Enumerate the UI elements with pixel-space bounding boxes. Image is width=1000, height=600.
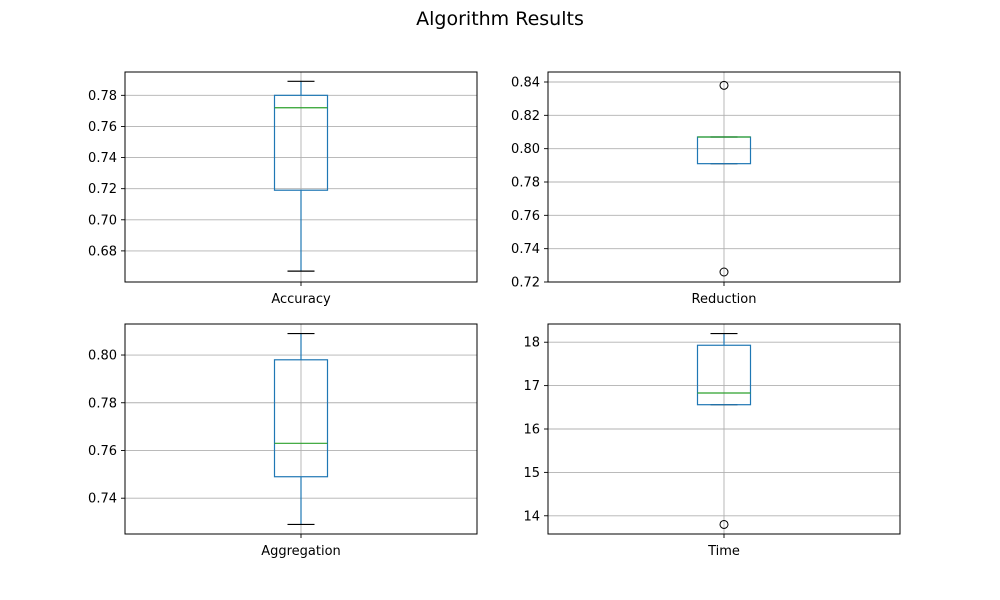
x-tick-label: Reduction xyxy=(692,292,757,307)
y-tick-label: 0.80 xyxy=(88,349,117,364)
y-tick-label: 0.84 xyxy=(511,76,540,91)
outlier-point xyxy=(719,80,729,90)
x-tick-label: Aggregation xyxy=(261,544,341,559)
x-tick-label: Time xyxy=(707,544,740,559)
subplot-accuracy: 0.68 0.70 0.72 0.74 0.76 0.78 Accuracy xyxy=(88,71,478,307)
y-tick-label: 0.72 xyxy=(88,182,117,197)
figure-title: Algorithm Results xyxy=(416,8,584,30)
y-tick-label: 0.72 xyxy=(511,276,540,291)
y-tick-label: 0.78 xyxy=(88,89,117,104)
y-tick-label: 16 xyxy=(523,423,540,438)
iqr-box xyxy=(273,359,329,478)
y-tick-label: 0.68 xyxy=(88,244,117,259)
subplot-time: 14 15 16 17 18 Time xyxy=(523,323,901,559)
y-tick-label: 0.74 xyxy=(511,242,540,257)
y-tick-label: 0.74 xyxy=(88,492,117,507)
x-tick-label: Accuracy xyxy=(271,292,331,307)
iqr-box xyxy=(273,94,329,191)
y-tick-label: 0.76 xyxy=(88,120,117,135)
y-tick-label: 17 xyxy=(523,379,540,394)
y-tick-label: 15 xyxy=(523,466,540,481)
y-tick-label: 0.76 xyxy=(511,209,540,224)
iqr-box xyxy=(696,344,752,406)
subplot-aggregation: 0.74 0.76 0.78 0.80 Aggregation xyxy=(88,323,478,559)
subplot-reduction: 0.72 0.74 0.76 0.78 0.80 0.82 0.84 Reduction xyxy=(511,71,901,307)
y-tick-label: 0.70 xyxy=(88,213,117,228)
y-tick-label: 0.78 xyxy=(88,396,117,411)
y-tick-label: 0.74 xyxy=(88,151,117,166)
y-tick-label: 0.82 xyxy=(511,109,540,124)
y-tick-label: 18 xyxy=(523,336,540,351)
y-tick-label: 0.80 xyxy=(511,142,540,157)
y-tick-label: 0.76 xyxy=(88,444,117,459)
y-tick-label: 14 xyxy=(523,509,540,524)
y-tick-label: 0.78 xyxy=(511,176,540,191)
outlier-point xyxy=(719,267,729,277)
outlier-point xyxy=(719,519,729,529)
